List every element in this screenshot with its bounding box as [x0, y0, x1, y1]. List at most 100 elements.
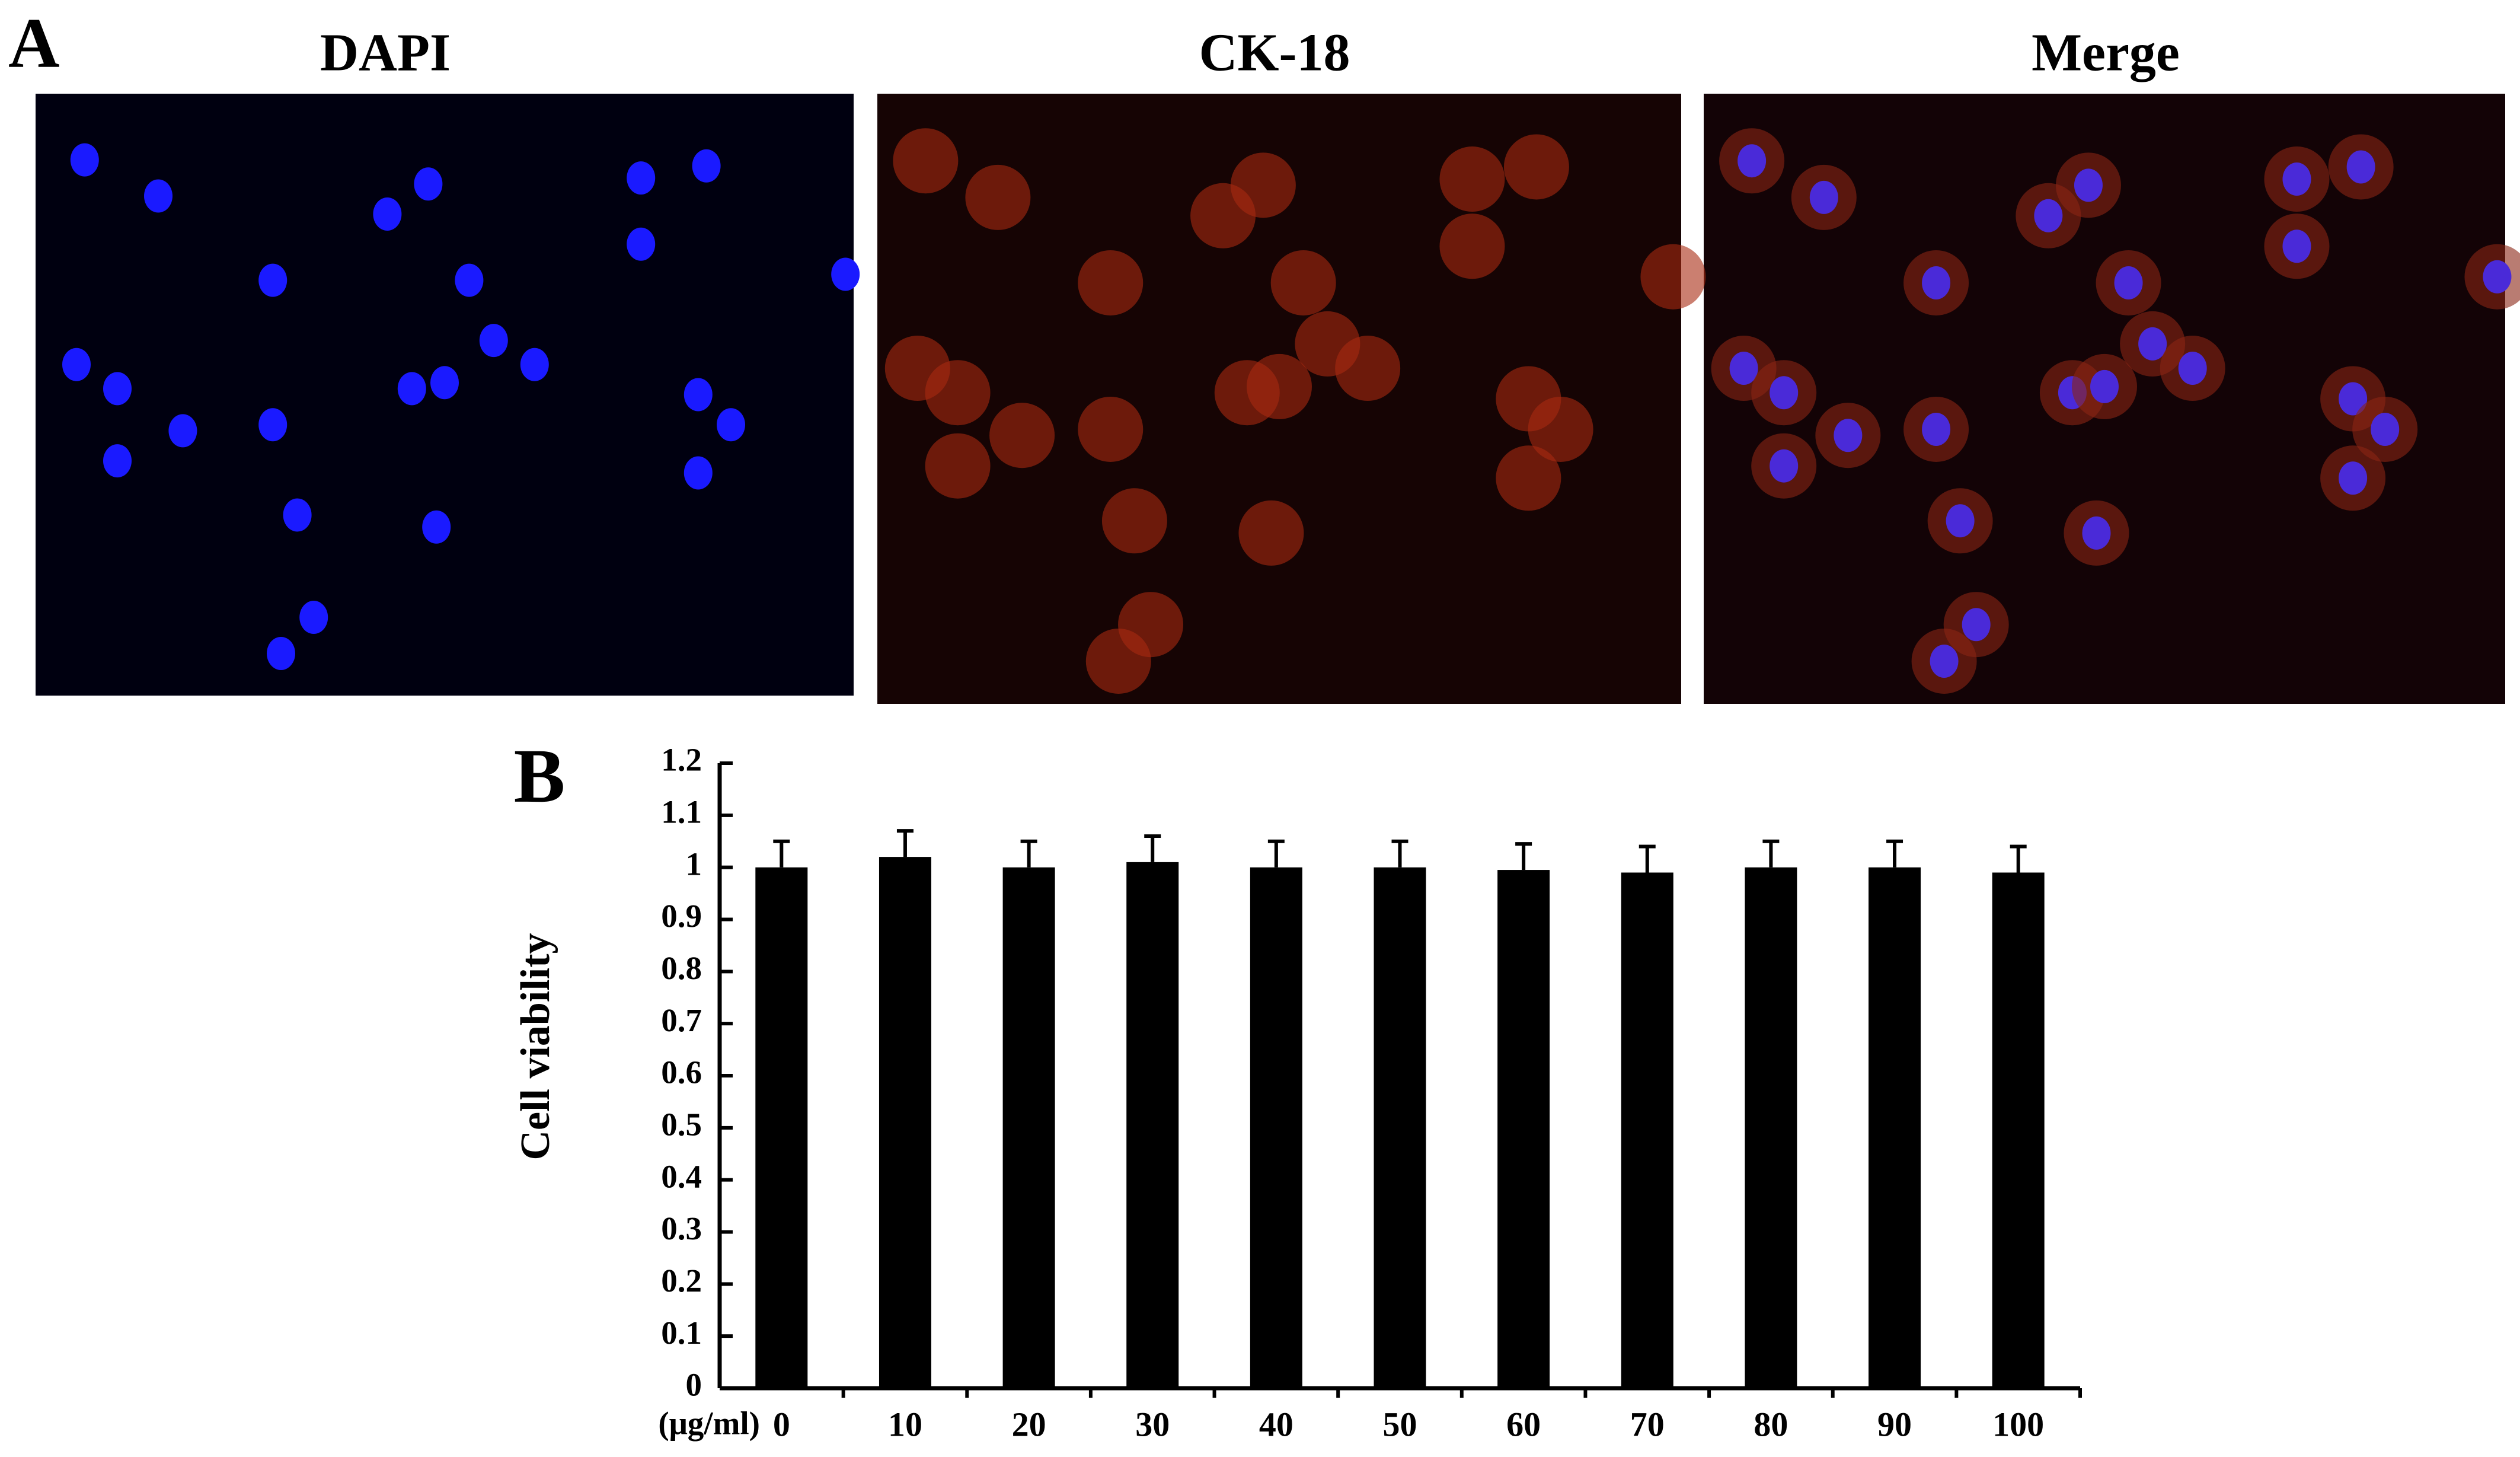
cell-body	[893, 128, 959, 194]
x-tick-label: 30	[1135, 1405, 1170, 1443]
bar	[1869, 867, 1921, 1388]
cell-body	[1528, 396, 1593, 462]
y-tick-label: 0	[686, 1367, 702, 1403]
y-axis-label: Cell viability	[513, 933, 558, 1160]
nucleus	[299, 601, 328, 635]
nucleus	[414, 167, 443, 201]
cell-body	[1503, 134, 1569, 200]
nucleus	[2090, 369, 2119, 403]
image-title: Merge	[2032, 24, 2180, 82]
cell-body	[989, 403, 1055, 468]
nucleus	[717, 408, 745, 442]
error-bar	[773, 839, 790, 868]
nucleus	[1770, 376, 1799, 410]
nucleus	[144, 179, 173, 213]
nucleus	[62, 347, 91, 381]
cell-body	[1230, 152, 1296, 218]
nucleus	[258, 408, 288, 442]
bar	[755, 867, 808, 1388]
x-tick-label: 10	[888, 1405, 922, 1443]
cell-body	[1640, 244, 1706, 310]
nucleus	[1770, 449, 1799, 483]
nucleus	[1922, 412, 1951, 446]
nucleus	[2339, 461, 2368, 495]
cell-body	[1247, 353, 1312, 419]
cell-body	[1085, 628, 1151, 694]
nucleus	[2114, 266, 2143, 299]
nucleus	[2178, 352, 2207, 385]
nucleus	[1946, 504, 1975, 538]
panel-label: A	[8, 4, 60, 82]
y-tick-label: 0.2	[661, 1262, 702, 1299]
bar	[1002, 867, 1055, 1388]
y-tick-label: 0.9	[661, 898, 702, 934]
nucleus	[1922, 266, 1951, 299]
nucleus	[684, 378, 713, 412]
bar	[1992, 872, 2045, 1388]
bar	[1745, 867, 1797, 1388]
y-tick-label: 1.1	[661, 793, 702, 830]
nucleus	[168, 414, 197, 448]
y-tick-label: 0.8	[661, 950, 702, 986]
y-tick-label: 1.2	[661, 742, 702, 778]
error-bar	[1144, 834, 1161, 862]
nucleus	[70, 143, 99, 177]
nucleus	[1834, 419, 1863, 452]
nucleus	[103, 444, 132, 478]
image-title: CK-18	[1199, 24, 1350, 82]
error-bar	[2010, 844, 2027, 873]
error-bar	[1639, 844, 1656, 873]
y-tick-label: 0.7	[661, 1002, 702, 1038]
nucleus	[627, 227, 656, 261]
nucleus	[1729, 352, 1758, 385]
nucleus	[684, 456, 713, 490]
cell-body	[1101, 488, 1167, 554]
cell-body	[1078, 396, 1144, 462]
nucleus	[2074, 168, 2103, 202]
x-tick-label: 90	[1877, 1405, 1912, 1443]
y-tick-label: 0.4	[661, 1158, 702, 1194]
y-tick-label: 0.6	[661, 1054, 702, 1091]
nucleus	[627, 161, 656, 195]
nucleus	[430, 366, 459, 400]
nucleus	[1930, 644, 1959, 678]
nucleus	[1738, 144, 1767, 178]
y-tick-label: 0.3	[661, 1210, 702, 1246]
nucleus	[2138, 327, 2167, 361]
nucleus	[2346, 150, 2375, 184]
nucleus	[397, 372, 426, 406]
y-tick-label: 1	[686, 846, 702, 882]
nucleus	[1962, 608, 1991, 642]
cell-body	[965, 164, 1031, 230]
cell-body	[1439, 213, 1505, 279]
bar	[1250, 867, 1302, 1388]
cell-body	[1439, 146, 1505, 212]
cell-body	[1496, 445, 1561, 511]
cell-body	[1078, 250, 1144, 315]
nucleus	[2371, 412, 2400, 446]
panel-label: B	[514, 734, 566, 819]
error-bar	[1515, 842, 1532, 871]
image-title: DAPI	[320, 24, 451, 82]
nucleus	[2282, 162, 2311, 196]
nucleus	[1809, 180, 1838, 214]
nucleus	[267, 636, 295, 670]
nucleus	[2282, 229, 2311, 263]
nucleus	[258, 263, 288, 297]
cell-body	[925, 433, 991, 499]
nucleus	[2034, 199, 2063, 232]
x-tick-label: 40	[1259, 1405, 1293, 1443]
nucleus	[2082, 516, 2111, 550]
error-bar	[1762, 839, 1780, 868]
x-unit: (μg/ml)	[658, 1405, 760, 1442]
error-bar	[1267, 839, 1285, 868]
bar	[879, 857, 931, 1388]
x-tick-label: 70	[1630, 1405, 1665, 1443]
x-tick-label: 50	[1383, 1405, 1417, 1443]
nucleus	[2483, 260, 2512, 294]
cell-body	[1238, 500, 1304, 566]
y-tick-label: 0.5	[661, 1106, 702, 1142]
nucleus	[479, 324, 508, 358]
bar	[1126, 862, 1179, 1388]
